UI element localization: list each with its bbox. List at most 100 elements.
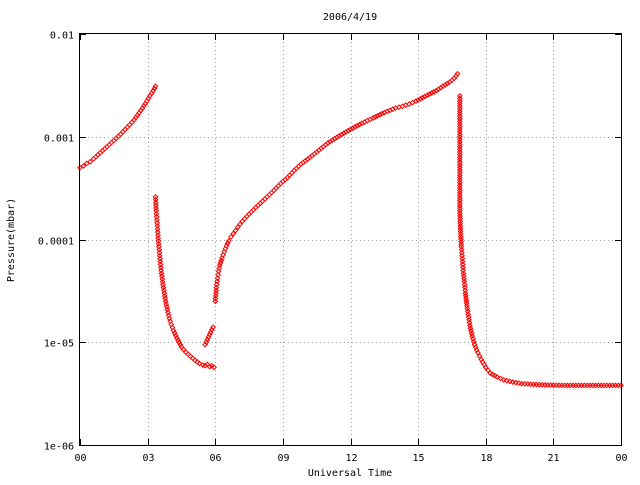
data-point [177,341,184,348]
data-point [349,125,356,132]
data-point [232,227,239,234]
data-point [228,233,234,240]
data-point [456,197,463,204]
data-point [163,303,170,310]
data-point [456,95,463,102]
x-tick-label: 12 [345,453,357,464]
data-point [456,123,463,130]
data-point [417,95,424,102]
data-point [176,339,183,346]
data-point [153,207,160,214]
data-point [456,136,463,143]
data-point [456,179,463,186]
data-point [214,278,221,285]
data-point [154,223,161,229]
data-point [159,276,166,282]
data-point [154,220,160,226]
data-point [457,233,464,240]
data-point [370,115,376,121]
data-point [456,192,463,199]
data-point [345,127,352,134]
data-point [170,327,177,334]
data-point [456,110,463,117]
data-point [497,375,504,382]
data-point [444,80,451,87]
data-point [225,237,232,244]
data-point [456,131,463,138]
data-point [460,264,466,271]
data-point [456,207,463,214]
data-point [456,128,463,135]
data-point [456,159,463,166]
data-point [331,135,338,142]
y-tick-label: 0.01 [50,31,74,42]
data-point [213,287,220,294]
data-point [327,138,334,145]
data-point [456,138,463,145]
data-point [457,225,464,232]
data-point [456,177,463,184]
data-point [465,311,472,318]
data-point [466,319,473,326]
data-point [454,70,461,77]
data-point [456,133,463,140]
data-point [456,146,463,153]
data-point [459,258,466,265]
data-point [470,338,477,345]
data-point [340,130,347,137]
data-point [462,292,469,299]
axes: 00 03 06 09 12 15 18 21 001e-061e-050.00010.0010… [38,31,628,465]
data-point [160,284,167,291]
data-point [171,330,178,336]
data-points [77,70,624,389]
data-point [329,137,336,144]
data-point [356,121,363,128]
data-point [462,290,469,297]
data-point [456,172,463,178]
data-point [458,236,464,242]
data-point [347,126,354,133]
data-point [230,230,237,237]
data-point [459,255,466,262]
data-point [464,302,470,309]
data-point [196,360,203,367]
data-point [456,156,463,163]
data-point [457,220,464,227]
data-point [156,246,163,253]
data-point [482,364,489,371]
data-point [248,209,255,215]
data-point [154,229,161,236]
data-point [379,110,385,117]
data-point [506,378,513,385]
data-point [343,129,349,135]
data-point [174,335,180,341]
data-point [463,300,470,307]
x-tick-label: 00 [615,453,627,464]
data-point [461,284,468,291]
data-point [456,167,463,173]
data-point [456,184,463,191]
data-point [157,261,164,268]
data-point [161,290,168,297]
data-point [456,187,463,194]
data-point [457,223,464,230]
data-point [153,213,160,220]
data-point [80,163,87,169]
data-point [156,252,163,259]
data-point [338,131,345,138]
data-point [468,330,475,337]
data-point [456,144,463,150]
data-point [215,268,222,275]
data-point [456,195,463,201]
data-point [442,81,449,88]
data-point [456,182,463,189]
data-point [456,174,463,181]
data-point [153,202,159,209]
data-point [457,215,463,222]
data-point [155,238,162,244]
chart-title: 2006/4/19 [323,12,377,23]
data-point [463,297,470,304]
data-point [458,241,465,248]
